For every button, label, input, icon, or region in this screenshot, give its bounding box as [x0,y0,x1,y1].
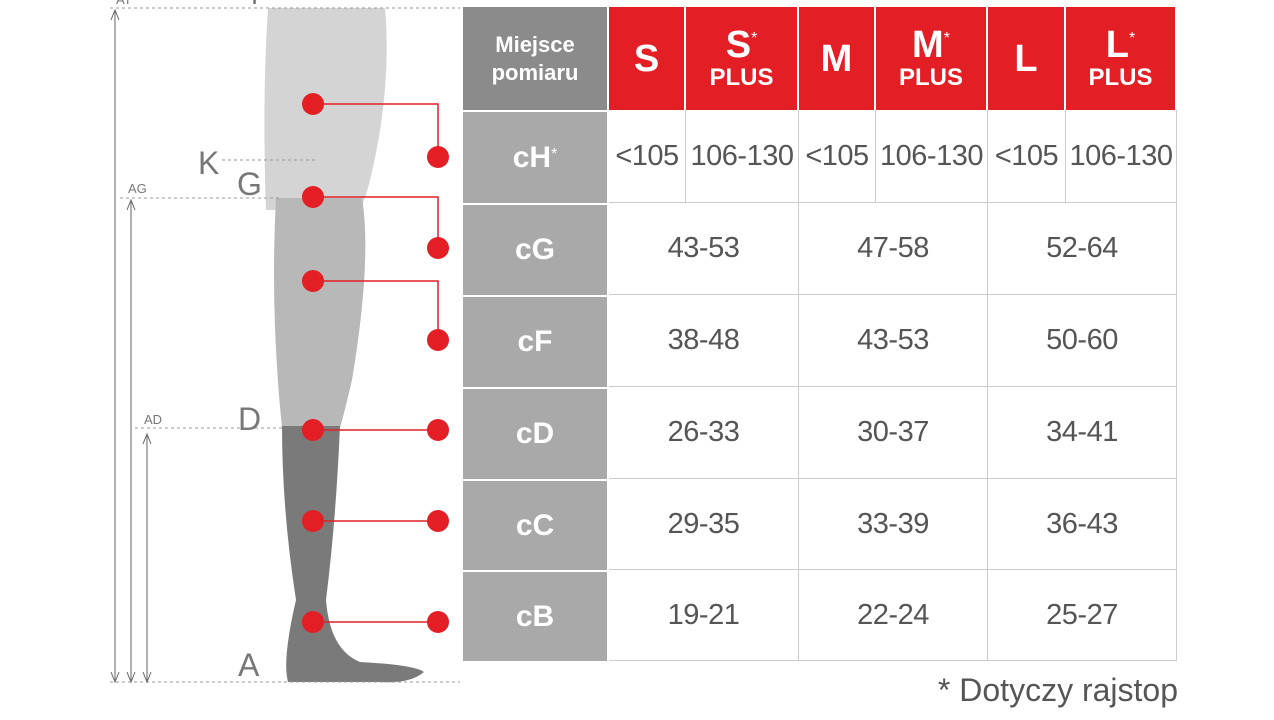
value-cell: 26-33 [609,387,799,479]
value-cell: <105 [609,110,686,203]
row-label-line: cF [517,325,552,359]
size-plus: PLUS [1088,63,1153,91]
row-label: cG [463,203,609,295]
value-cell: 22-24 [799,570,988,661]
dim-label: AG [128,181,147,196]
footnote: * Dotyczy rajstop [937,672,1178,708]
size-header: M* PLUS [876,7,988,110]
size-star: * [943,29,950,47]
value-cell: 30-37 [799,387,988,479]
value-cell: 43-53 [609,203,799,295]
size-header: M [799,7,876,110]
row-label: cC [463,479,609,570]
dim-label: AT [116,0,132,7]
size-plus: PLUS [709,63,774,91]
point-label: G [237,166,262,202]
dim-label: AD [144,412,162,427]
value-cell: 29-35 [609,479,799,570]
measure-points [302,93,449,633]
row-label-text: cD [515,417,555,450]
size-star: * [1128,29,1136,47]
row-label-line: cG [515,233,555,267]
size-header: S* PLUS [686,7,799,110]
size: M [820,37,853,80]
size-line: M* [912,26,950,64]
value-cell: 106-130 [686,110,799,203]
row-label-line: cD [516,417,554,451]
row-label-text: cG [514,233,556,266]
size: L [1105,23,1129,66]
row-label-text: cF [517,325,553,358]
size-line: L [1014,40,1037,78]
header-title: Miejsce pomiaru [463,7,609,110]
value-cell: <105 [799,110,876,203]
point-label: A [238,647,260,683]
value-cell: 106-130 [876,110,988,203]
size: S [725,23,752,66]
value-cell: 38-48 [609,295,799,387]
row-label-text: cB [515,599,555,633]
leg-diagram: AT T K G AG D AD A [110,0,460,684]
connectors [313,103,439,623]
size-plus: PLUS [898,63,963,91]
row-label: cH* [463,110,609,203]
row-label: cD [463,387,609,479]
value-cell: 36-43 [988,479,1177,570]
size-header: L* PLUS [1066,7,1177,110]
row-label: cB [463,570,609,661]
value-cell: <105 [988,110,1066,203]
size: M [912,23,944,66]
value-cell: 43-53 [799,295,988,387]
value-cell: 50-60 [988,295,1177,387]
dimension-lines [110,8,152,684]
value-cell: 33-39 [799,479,988,570]
row-label-text: cC [515,508,555,542]
size-line: M [821,40,853,78]
row-label-line: cH* [513,141,558,175]
point-label: D [238,401,261,437]
size-header: S [609,7,686,110]
size: L [1014,37,1038,80]
size-header: L [988,7,1066,110]
value-cell: 25-27 [988,570,1177,661]
size-star: * [751,29,758,47]
row-label-line: cB [516,600,554,634]
row-label-line: cC [516,509,554,543]
value-cell: 47-58 [799,203,988,295]
row-label-text: cH [512,140,552,174]
row-label-star: * [551,145,558,163]
value-cell: 52-64 [988,203,1177,295]
value-cell: 106-130 [1066,110,1177,203]
row-label: cF [463,295,609,387]
value-cell: 19-21 [609,570,799,661]
size-line: S [634,40,659,78]
value-cell: 34-41 [988,387,1177,479]
size-line: S* [726,26,758,64]
point-label: K [198,145,219,181]
size: S [633,37,660,80]
dimension-guides [110,7,460,683]
size-line: L* [1106,26,1135,64]
thigh [274,198,366,428]
point-label: T [246,0,263,10]
